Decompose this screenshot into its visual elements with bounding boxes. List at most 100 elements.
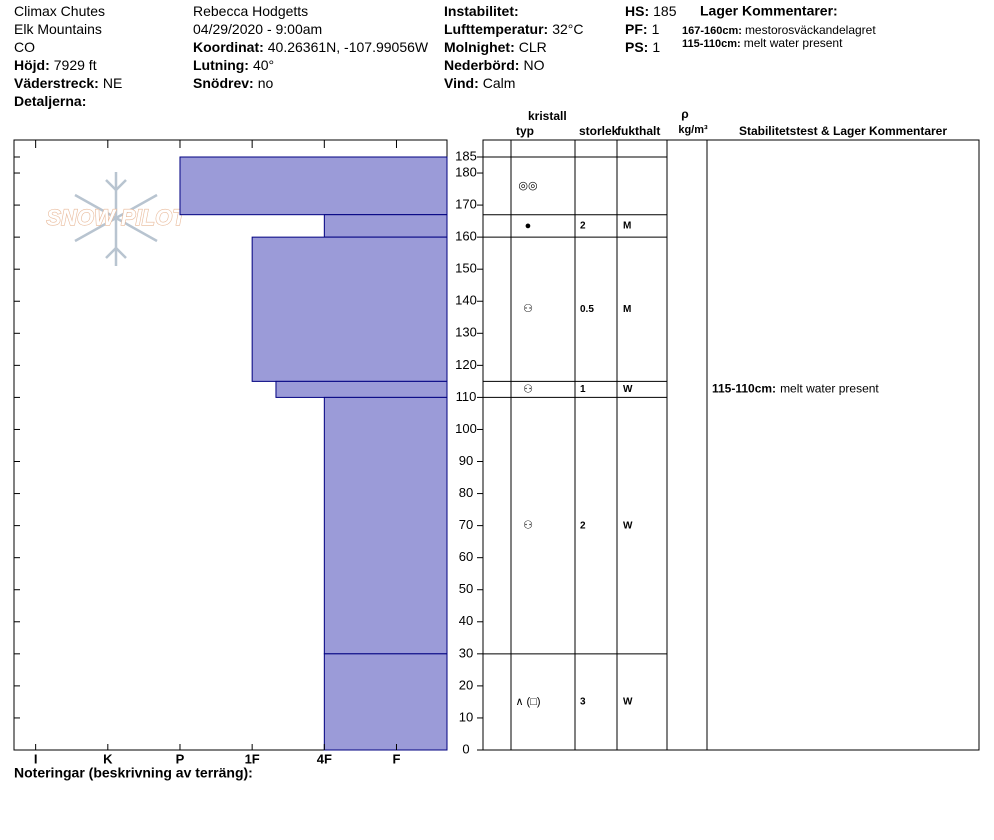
field-label: Höjd: bbox=[14, 57, 50, 73]
field-value: no bbox=[258, 75, 274, 91]
hardness-bar bbox=[251, 236, 448, 382]
header-field: Climax Chutes bbox=[14, 3, 105, 19]
field-label: Väderstreck: bbox=[14, 75, 99, 91]
table-columns bbox=[510, 140, 708, 750]
grain-type: ⚇ bbox=[523, 520, 533, 532]
column-header: kg/m³ bbox=[678, 124, 708, 136]
field-value: CLR bbox=[519, 39, 547, 55]
moisture: W bbox=[623, 384, 633, 395]
header-field: Molnighet: CLR bbox=[444, 39, 547, 55]
field-value: 40° bbox=[253, 57, 274, 73]
comment-label: 167-160cm: bbox=[682, 25, 742, 37]
header-field: CO bbox=[14, 39, 35, 55]
hardness-bar bbox=[323, 653, 448, 751]
x-tick-label: 1F bbox=[245, 751, 260, 766]
grain-type: ● bbox=[525, 220, 532, 232]
grain-size: 1 bbox=[580, 384, 586, 395]
y-tick-label: 120 bbox=[455, 357, 477, 372]
field-value: NO bbox=[523, 57, 544, 73]
x-tick-label: P bbox=[176, 751, 185, 766]
y-tick-label: 130 bbox=[455, 325, 477, 340]
comment-value: melt water present bbox=[780, 382, 879, 396]
header-field: Lufttemperatur: 32°C bbox=[444, 21, 584, 37]
field-label: Nederbörd: bbox=[444, 57, 519, 73]
y-tick-label: 140 bbox=[455, 293, 477, 308]
y-tick-label: 10 bbox=[459, 709, 473, 724]
field-label: Detaljerna: bbox=[14, 93, 86, 109]
x-tick-label: K bbox=[103, 751, 113, 766]
logo-stroke bbox=[105, 179, 127, 192]
field-value: 40.26361N, -107.99056W bbox=[268, 39, 429, 55]
y-tick-label: 150 bbox=[455, 261, 477, 276]
header-field: PS: 1 bbox=[625, 39, 660, 55]
logo-stroke bbox=[74, 193, 158, 243]
y-tick-label: 50 bbox=[459, 581, 473, 596]
grain-size: 3 bbox=[580, 697, 586, 708]
header-field: Instabilitet: bbox=[444, 3, 519, 19]
field-label: Snödrev: bbox=[193, 75, 254, 91]
y-tick-label: 170 bbox=[455, 197, 477, 212]
y-tick-label: 0 bbox=[462, 741, 469, 756]
grain-size: 2 bbox=[580, 520, 586, 531]
header-field: Elk Mountains bbox=[14, 21, 102, 37]
header-field: Snödrev: no bbox=[193, 75, 273, 91]
header-field: Detaljerna: bbox=[14, 93, 86, 109]
field-value: 32°C bbox=[552, 21, 583, 37]
field-label: Instabilitet: bbox=[444, 3, 519, 19]
grain-type: ⚇ bbox=[523, 303, 533, 315]
column-header: ρ bbox=[681, 107, 688, 121]
header-field: PF: 1 bbox=[625, 21, 660, 37]
hardness-bar bbox=[323, 396, 448, 655]
field-label: HS: bbox=[625, 3, 649, 19]
comment-label: 115-110cm: bbox=[712, 382, 776, 396]
hardness-bar bbox=[179, 156, 448, 216]
field-label: Lutning: bbox=[193, 57, 249, 73]
header-text: CO bbox=[14, 39, 35, 55]
y-tick-label: 30 bbox=[459, 645, 473, 660]
y-tick-label: 90 bbox=[459, 453, 473, 468]
moisture: W bbox=[623, 697, 633, 708]
logo-stroke bbox=[105, 246, 127, 259]
field-label: Lufttemperatur: bbox=[444, 21, 548, 37]
header-text: 04/29/2020 - 9:00am bbox=[193, 21, 322, 37]
column-header: kristall bbox=[528, 109, 567, 123]
moisture: W bbox=[623, 520, 633, 531]
y-tick-label: 100 bbox=[455, 421, 477, 436]
field-label: Koordinat: bbox=[193, 39, 264, 55]
field-label: PS: bbox=[625, 39, 648, 55]
grain-type: ⚇ bbox=[523, 383, 533, 395]
header-field: Nederbörd: NO bbox=[444, 57, 545, 73]
header-text: Rebecca Hodgetts bbox=[193, 3, 308, 19]
grain-size: 0.5 bbox=[580, 304, 594, 315]
y-tick-label: 185 bbox=[455, 148, 477, 163]
header-field: Lutning: 40° bbox=[193, 57, 274, 73]
header-field: Vind: Calm bbox=[444, 75, 515, 91]
field-label: Vind: bbox=[444, 75, 479, 91]
field-value: 1 bbox=[652, 39, 660, 55]
y-tick-label: 80 bbox=[459, 485, 473, 500]
hardness-bar bbox=[323, 214, 448, 238]
field-value: Calm bbox=[483, 75, 516, 91]
x-tick-label: I bbox=[34, 751, 38, 766]
y-tick-label: 60 bbox=[459, 549, 473, 564]
comment-label: 115-110cm: bbox=[682, 38, 741, 50]
hardness-bar bbox=[275, 380, 448, 398]
field-label: PF: bbox=[625, 21, 648, 37]
comment-value: melt water present bbox=[744, 36, 843, 50]
y-tick-label: 40 bbox=[459, 613, 473, 628]
comment-value: mestorosväckandelagret bbox=[745, 23, 876, 37]
moisture: M bbox=[623, 221, 631, 232]
y-tick-label: 70 bbox=[459, 517, 473, 532]
column-header: fukthalt bbox=[617, 124, 660, 138]
layer-comment: 167-160cm: mestorosväckandelagret bbox=[682, 23, 876, 37]
column-header: storlek bbox=[579, 124, 619, 138]
header-field: Väderstreck: NE bbox=[14, 75, 122, 91]
notes-label: Noteringar (beskrivning av terräng): bbox=[14, 765, 253, 781]
header-text: Elk Mountains bbox=[14, 21, 102, 37]
header-text: Climax Chutes bbox=[14, 3, 105, 19]
column-header: Stabilitetstest & Lager Kommentarer bbox=[739, 124, 947, 138]
comments-title: Lager Kommentarer: bbox=[700, 3, 838, 19]
field-value: 1 bbox=[652, 21, 660, 37]
header-field: 04/29/2020 - 9:00am bbox=[193, 21, 322, 37]
